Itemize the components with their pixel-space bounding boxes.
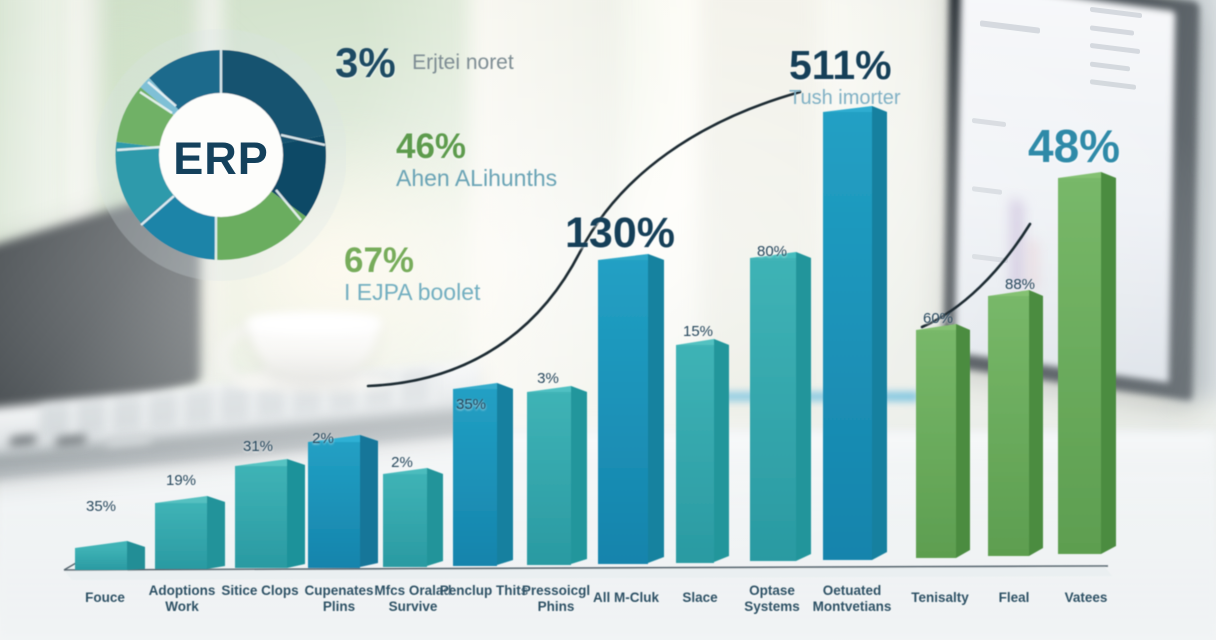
bar-value-5: 2%	[391, 454, 413, 471]
bar-value-9: 15%	[682, 323, 714, 340]
bar-10	[750, 252, 811, 561]
category-label-5: Mfcs Oralad Survive	[374, 583, 452, 614]
bar-value-1: 35%	[85, 498, 117, 515]
kpi-callout-1: 3% Erjtei noret	[335, 42, 514, 84]
kpi-1-value: 3%	[335, 39, 396, 86]
bar-1	[75, 541, 145, 570]
bar-4	[308, 435, 378, 568]
category-label-6: Penclup Thits	[439, 583, 529, 598]
donut-slice-7	[140, 78, 180, 116]
kpi-callout-3: 67% I EJPA boolet	[344, 243, 480, 305]
kpi-1-caption: Erjtei noret	[412, 51, 514, 75]
bar-5	[383, 468, 443, 567]
kpi-callout-5: 511% Tush imorter	[789, 42, 901, 110]
category-label-11: Oetuated Montvetians	[812, 583, 892, 614]
category-label-14: Vatees	[1064, 590, 1108, 605]
bar-6	[453, 383, 513, 566]
trend-curve-right	[920, 222, 1032, 329]
bar-13	[988, 290, 1043, 556]
kpi-2-caption: Ahen ALihunths	[396, 165, 558, 191]
category-label-9: Slace	[682, 590, 718, 605]
bar-value-10: 80%	[756, 243, 788, 260]
kpi-6-value: 48%	[1028, 120, 1121, 172]
kpi-3-caption: I EJPA boolet	[344, 279, 481, 305]
kpi-4-value: 130%	[565, 209, 675, 257]
bar-9	[676, 339, 729, 563]
donut-slice-2	[269, 135, 326, 217]
bar-value-2: 19%	[165, 472, 197, 489]
bar-value-6: 35%	[455, 396, 487, 413]
bar-2	[155, 496, 225, 569]
donut-slice-3	[214, 190, 306, 260]
kpi-callout-6: 48%	[1028, 123, 1120, 169]
kpi-5-value: 511%	[789, 42, 892, 88]
bar-value-13: 88%	[1004, 276, 1036, 293]
kpi-callout-4: 130%	[565, 212, 675, 255]
category-label-10: Optase Systems	[744, 583, 800, 614]
bar-8	[598, 254, 664, 564]
category-label-3: Sitice Clops	[221, 583, 299, 598]
donut-chart	[95, 29, 347, 281]
donut-center-label: ERP	[173, 133, 269, 184]
bar-3	[235, 459, 305, 568]
bar-value-7: 3%	[537, 370, 559, 387]
category-label-4: Cupenates Plins	[304, 583, 374, 614]
category-label-2: Adoptions Work	[148, 583, 216, 614]
bar-value-3: 31%	[242, 438, 274, 455]
donut-slice-4	[140, 193, 219, 260]
kpi-5-caption: Tush imorter	[789, 87, 901, 109]
bar-value-4: 2%	[312, 430, 334, 447]
kpi-callout-2: 46% Ahen ALihunths	[396, 129, 557, 191]
category-label-12: Tenisalty	[911, 590, 969, 605]
category-label-7: Pressoicgl Phins	[521, 583, 591, 614]
category-label-1: Fouce	[85, 590, 125, 605]
bar-series	[63, 106, 1116, 580]
bar-12	[916, 324, 970, 558]
donut-slice-6	[116, 86, 175, 149]
category-label-8: All M-Cluk	[593, 590, 659, 605]
donut-slice-1	[220, 50, 325, 145]
kpi-2-value: 46%	[396, 127, 467, 166]
trend-curve-left	[366, 90, 802, 388]
kpi-3-value: 67%	[344, 241, 415, 280]
bar-11	[823, 106, 887, 560]
bar-14	[1058, 172, 1116, 554]
bar-value-12: 60%	[922, 310, 954, 327]
donut-slice-8	[149, 50, 222, 111]
donut-slice-5	[115, 141, 175, 223]
axis-baseline	[63, 565, 1109, 571]
category-label-13: Fleal	[998, 590, 1030, 605]
bar-7	[527, 386, 587, 565]
